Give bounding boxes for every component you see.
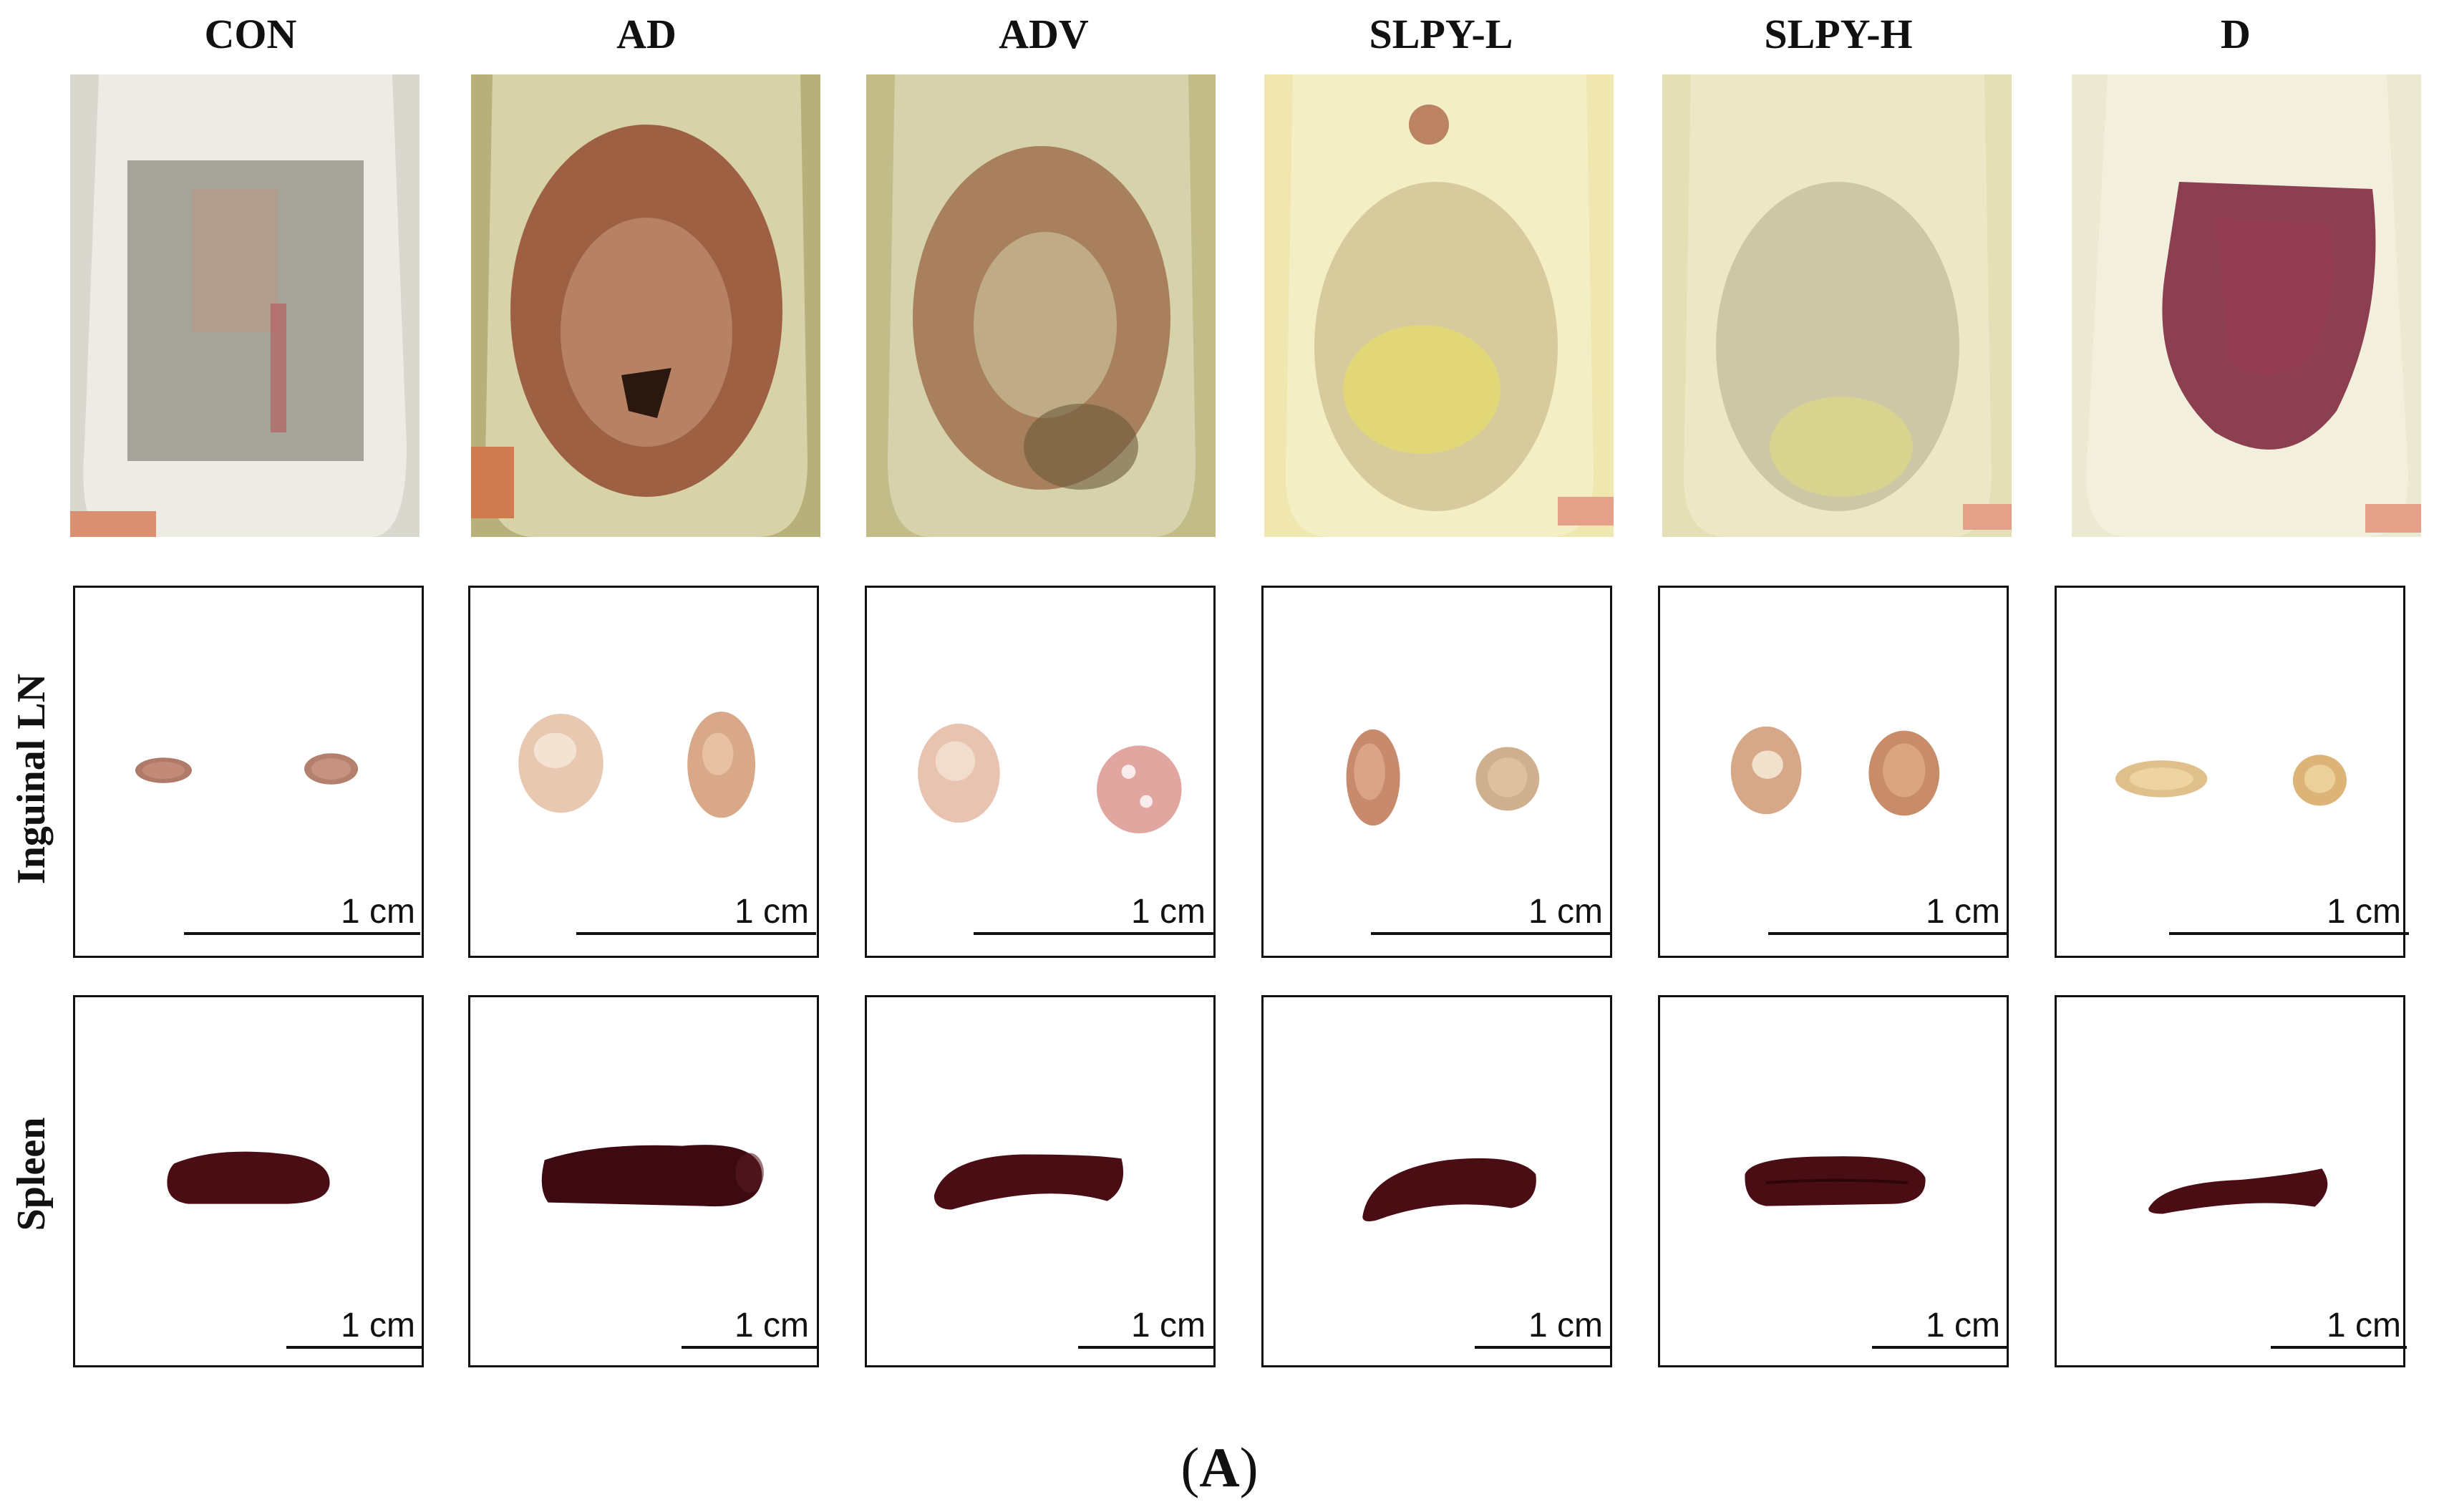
skin-photo-slpy-h: [1662, 74, 2012, 537]
skin-photo-d: [2072, 74, 2421, 537]
scale-bar-line: [1475, 1346, 1611, 1349]
scale-bar-label: 1 cm: [341, 893, 416, 931]
scale-bar-line: [682, 1346, 818, 1349]
scale-bar-line: [2169, 932, 2409, 935]
skin-photo-slpy-l: [1264, 74, 1614, 537]
skin-photo-adv: [866, 74, 1216, 537]
lymph-node-panel-ad: [468, 586, 819, 958]
lymph-node-panel-d: [2055, 586, 2405, 958]
scale-bar-line: [1078, 1346, 1214, 1349]
scale-bar-label: 1 cm: [1528, 1307, 1604, 1344]
spleen-panel-ad: [468, 995, 819, 1367]
spleen-panel-slpy-h: [1658, 995, 2009, 1367]
column-title-d: D: [2221, 11, 2251, 57]
scale-bar-label: 1 cm: [734, 1307, 810, 1344]
scale-bar-line: [1371, 932, 1611, 935]
skin-photo-ad: [471, 74, 820, 537]
column-title-slpy-l: SLPY-L: [1369, 11, 1513, 57]
scale-bar-label: 1 cm: [1528, 893, 1604, 931]
panel-label-letter: A: [1199, 1436, 1240, 1498]
panel-label-close: ): [1239, 1436, 1259, 1498]
row-label-spleen: Spleen: [9, 1117, 54, 1231]
row-label-inguinal-ln: Inguinal LN: [9, 673, 54, 885]
column-title-adv: ADV: [999, 11, 1089, 57]
spleen-panel-d: [2055, 995, 2405, 1367]
panel-label: (A): [0, 1435, 2439, 1500]
spleen-panel-con: [73, 995, 424, 1367]
panel-label-open: (: [1180, 1436, 1200, 1498]
scale-bar-label: 1 cm: [1926, 1307, 2001, 1344]
lymph-node-panel-slpy-h: [1658, 586, 2009, 958]
scale-bar-line: [974, 932, 1213, 935]
scale-bar-line: [184, 932, 420, 935]
scale-bar-label: 1 cm: [1131, 1307, 1206, 1344]
scale-bar-label: 1 cm: [1926, 893, 2001, 931]
lymph-node-panel-con: [73, 586, 424, 958]
scale-bar-label: 1 cm: [2327, 893, 2402, 931]
spleen-panel-adv: [865, 995, 1216, 1367]
scale-bar-line: [1872, 1346, 2008, 1349]
column-title-slpy-h: SLPY-H: [1764, 11, 1913, 57]
scale-bar-label: 1 cm: [1131, 893, 1206, 931]
scale-bar-label: 1 cm: [734, 893, 810, 931]
spleen-panel-slpy-l: [1261, 995, 1612, 1367]
scale-bar-label: 1 cm: [2327, 1307, 2402, 1344]
scale-bar-line: [286, 1346, 422, 1349]
scale-bar-line: [576, 932, 816, 935]
scale-bar-line: [1768, 932, 2008, 935]
lymph-node-panel-adv: [865, 586, 1216, 958]
skin-photo-con: [70, 74, 420, 537]
lymph-node-panel-slpy-l: [1261, 586, 1612, 958]
column-title-con: CON: [204, 11, 297, 57]
scale-bar-label: 1 cm: [341, 1307, 416, 1344]
column-title-ad: AD: [616, 11, 677, 57]
scale-bar-line: [2271, 1346, 2407, 1349]
